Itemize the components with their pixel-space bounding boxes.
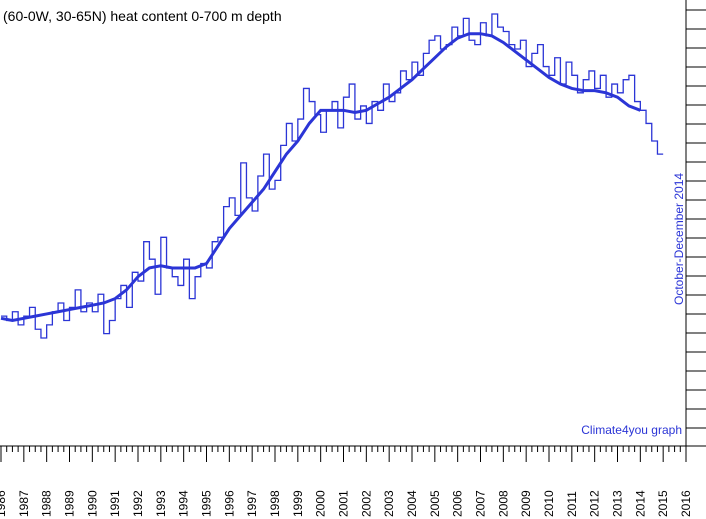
x-tick-label: 1986 xyxy=(0,490,8,517)
x-tick-label: 2006 xyxy=(451,490,465,517)
x-tick-label: 1989 xyxy=(63,490,77,517)
credit-label: Climate4you graph xyxy=(581,423,682,437)
chart-title: (60-0W, 30-65N) heat content 0-700 m dep… xyxy=(3,8,282,24)
x-tick-label: 2004 xyxy=(405,490,419,517)
x-tick-label: 2016 xyxy=(679,490,693,517)
x-tick-label: 1990 xyxy=(85,490,99,517)
x-tick-label: 2015 xyxy=(656,490,670,517)
x-tick-label: 2005 xyxy=(428,490,442,517)
x-tick-label: 2014 xyxy=(633,490,647,517)
x-tick-label: 2011 xyxy=(565,491,579,517)
x-tick-label: 2002 xyxy=(359,490,373,517)
period-label: October-December 2014 xyxy=(672,173,686,305)
x-ticks xyxy=(0,446,687,462)
x-tick-label: 2001 xyxy=(337,490,351,517)
x-tick-label: 1998 xyxy=(268,490,282,517)
x-tick-label: 2008 xyxy=(496,490,510,517)
x-tick-label: 2012 xyxy=(588,490,602,517)
plot-area xyxy=(0,13,664,339)
x-tick-label: 1987 xyxy=(17,490,31,517)
x-tick-label: 1995 xyxy=(200,490,214,517)
x-tick-label: 1992 xyxy=(131,490,145,517)
quarterly-step-series xyxy=(1,13,664,339)
x-tick-label: 2013 xyxy=(611,490,625,517)
x-tick-label: 1996 xyxy=(222,490,236,517)
y-ticks xyxy=(686,9,706,429)
x-tick-label: 1988 xyxy=(40,490,54,517)
x-tick-label: 1991 xyxy=(108,490,122,517)
x-tick-label: 1997 xyxy=(245,490,259,517)
x-tick-label: 2010 xyxy=(542,490,556,517)
x-tick-label: 2000 xyxy=(314,490,328,517)
x-tick-label: 1999 xyxy=(291,490,305,517)
x-tick-label: 1993 xyxy=(154,490,168,517)
x-tick-label: 1994 xyxy=(177,490,191,517)
running-mean-series xyxy=(0,32,641,323)
x-tick-labels: 1986 1987 1988 1989 1990 1991 1992 1993 1994 1995… xyxy=(0,490,693,517)
x-tick-label: 2003 xyxy=(382,490,396,517)
x-tick-label: 2009 xyxy=(519,490,533,517)
x-tick-label: 2007 xyxy=(474,490,488,517)
